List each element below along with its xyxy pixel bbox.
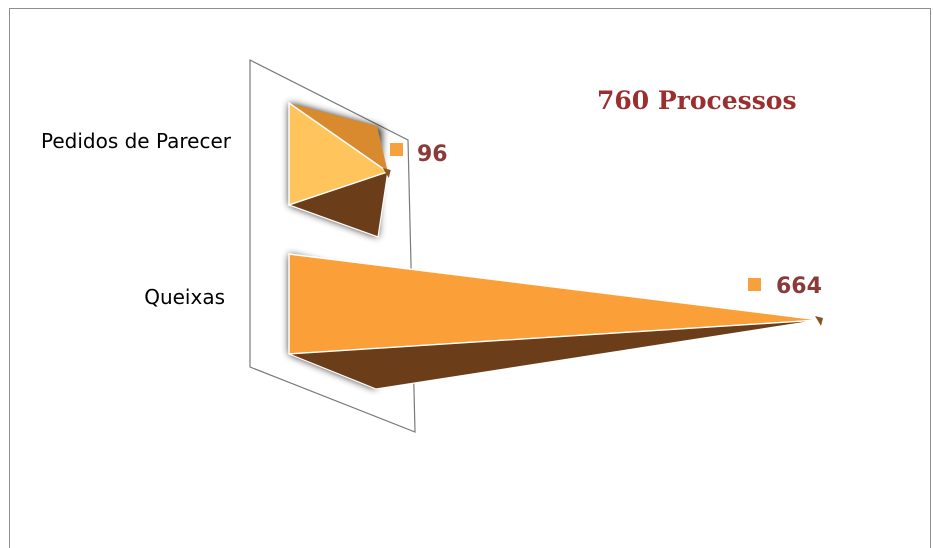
bar-bottom-face-queixas <box>288 319 821 390</box>
chart-title: 760 Processos <box>597 86 797 115</box>
category-label-queixas: Queixas <box>144 285 225 309</box>
value-label-queixas: 664 <box>776 274 822 299</box>
chart-frame <box>9 8 931 548</box>
bar-bottom-face-pedidos-de-parecer <box>287 171 389 238</box>
bars-group <box>287 101 823 390</box>
pyramid-bar-chart: Pedidos de Parecer Queixas 96 664 760 Pr… <box>41 59 823 433</box>
bar-queixas <box>288 253 823 390</box>
bar-tip-pedidos-de-parecer <box>382 168 391 178</box>
category-label-pedidos-de-parecer: Pedidos de Parecer <box>41 129 232 153</box>
bar-pedidos-de-parecer <box>287 101 391 238</box>
bar-tip-queixas <box>815 316 823 326</box>
value-label-pedidos-de-parecer: 96 <box>417 142 448 167</box>
value-marker-pedidos-de-parecer <box>390 143 403 156</box>
value-marker-queixas <box>748 278 761 291</box>
